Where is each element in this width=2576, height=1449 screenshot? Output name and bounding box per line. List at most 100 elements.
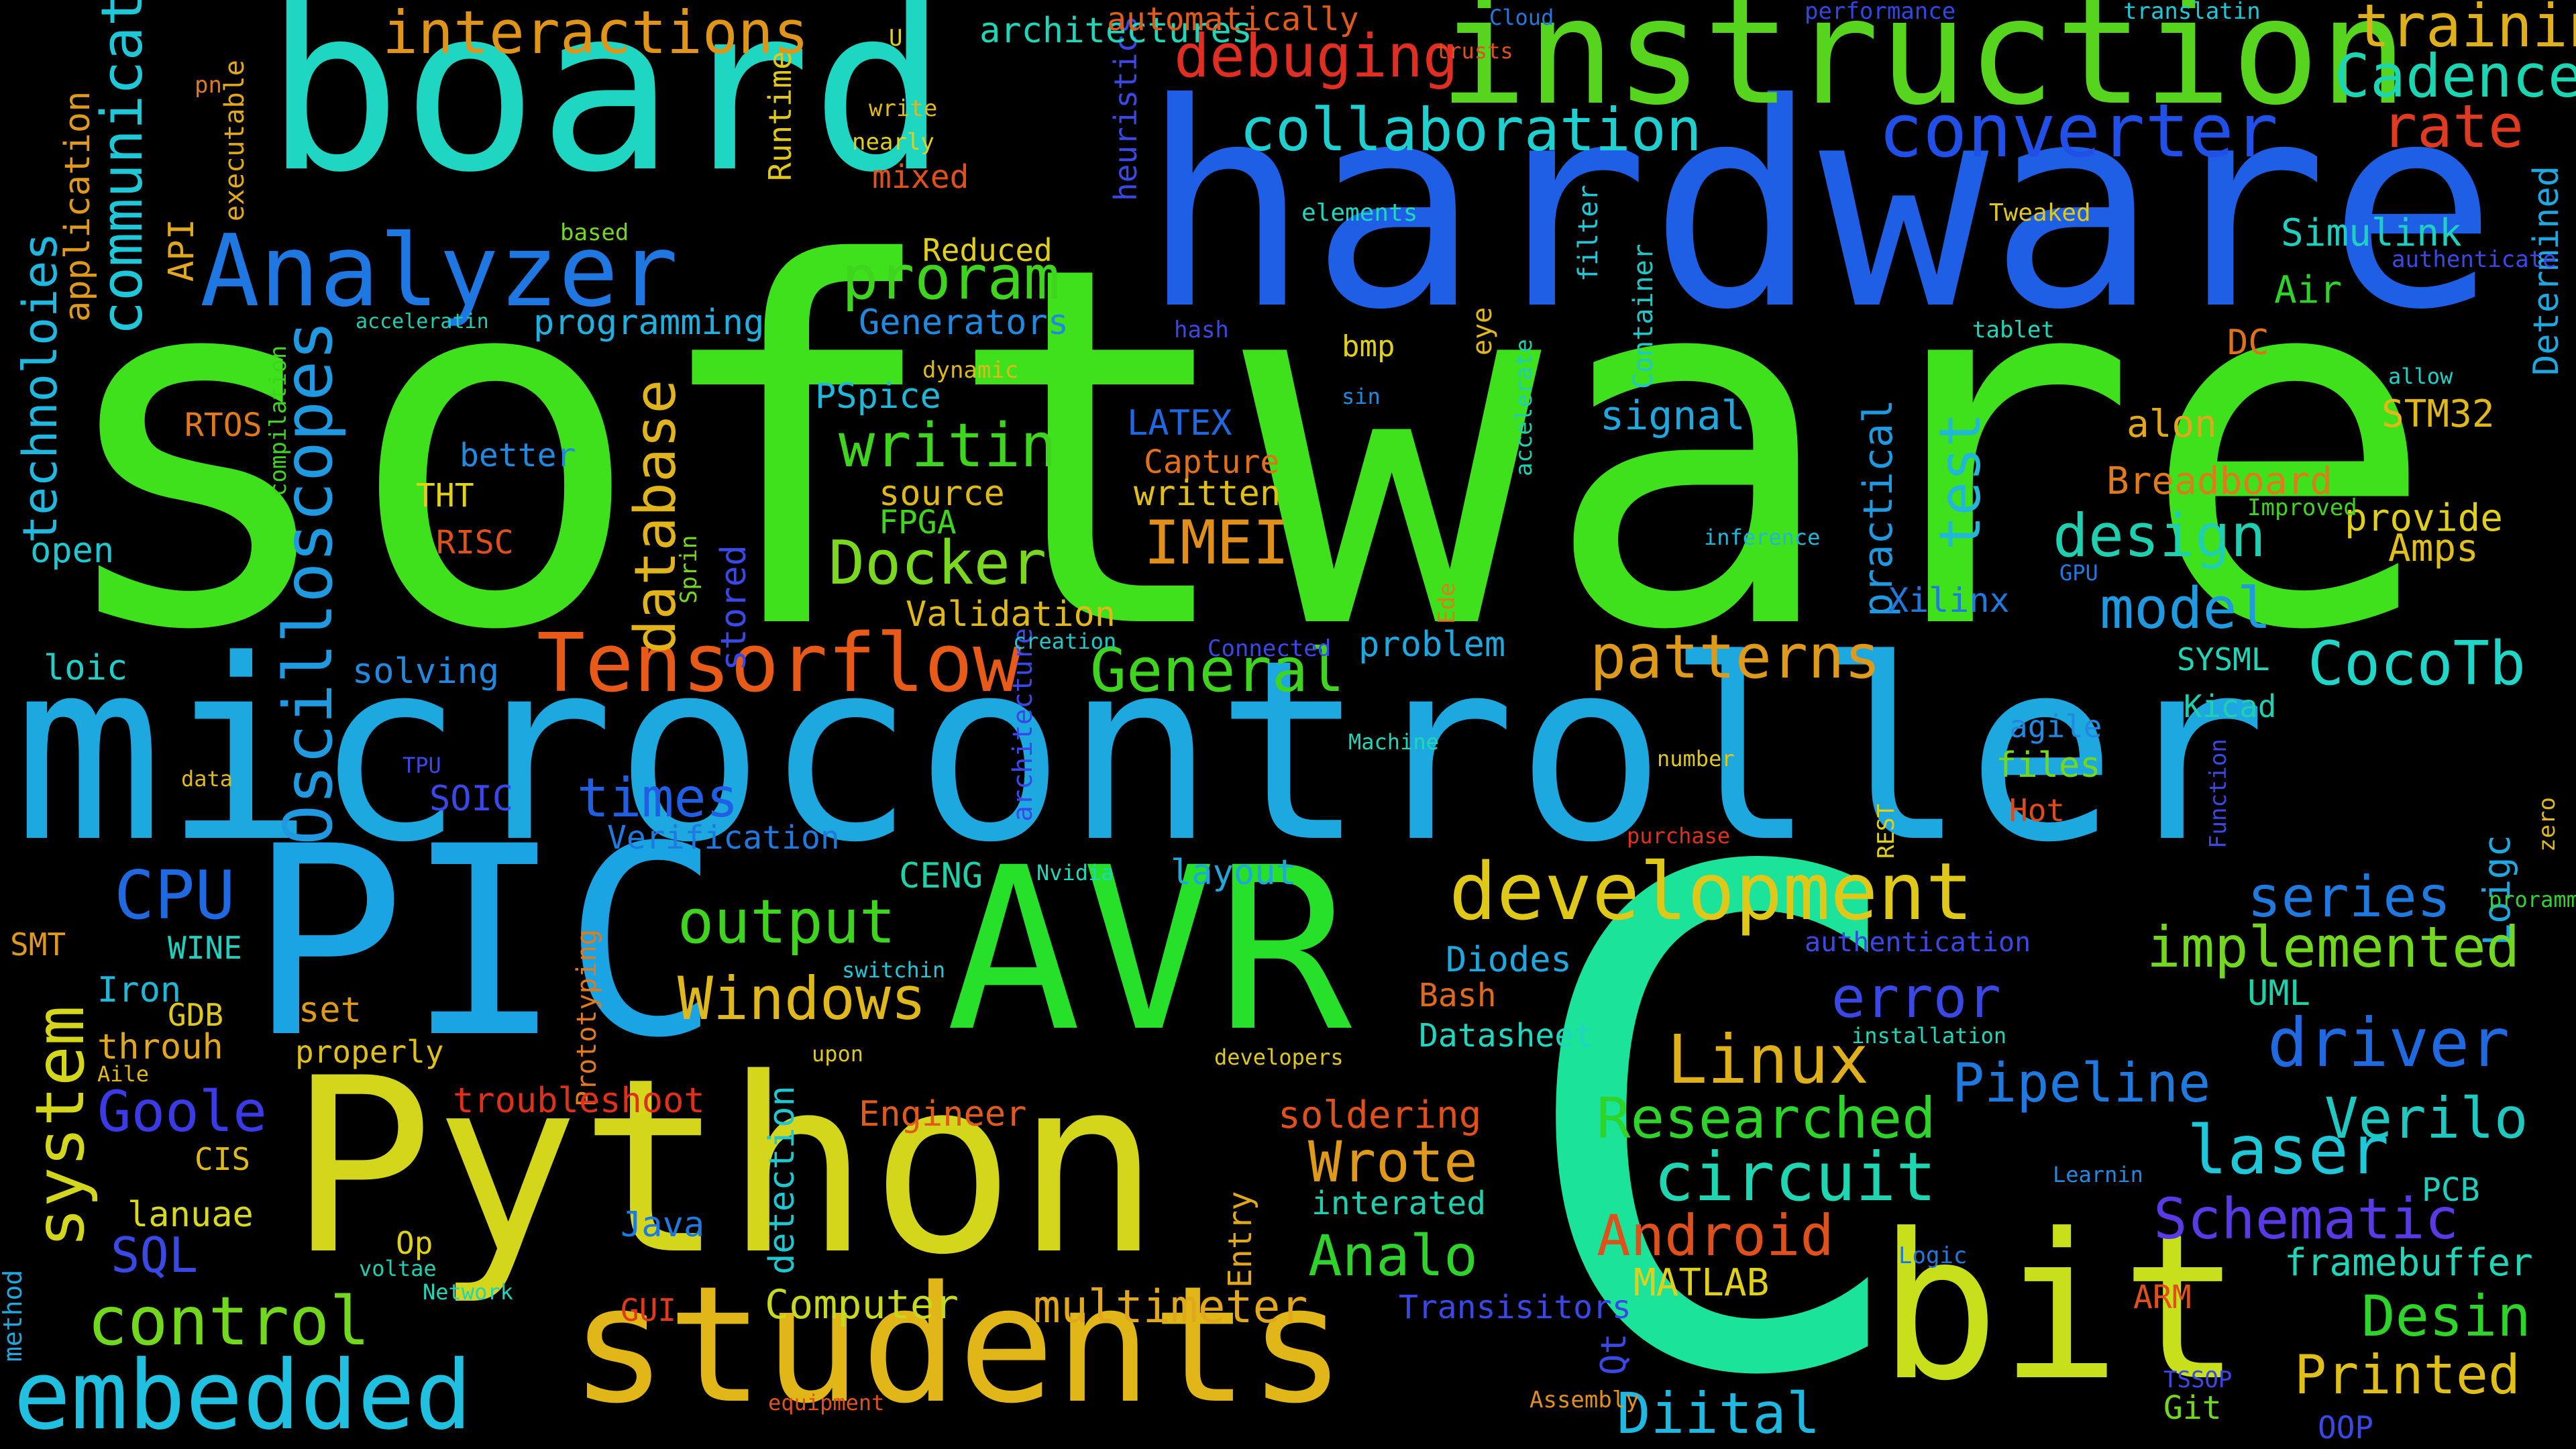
word: executable	[219, 60, 250, 221]
word: circuit	[1654, 1138, 1937, 1216]
word: automatically	[1107, 1, 1359, 38]
word: control	[87, 1282, 370, 1360]
word: proramming	[2489, 887, 2576, 912]
word: dynamic	[922, 357, 1019, 384]
word: interated	[1311, 1185, 1487, 1222]
word: ARM	[2133, 1279, 2192, 1316]
word: Engineer	[859, 1094, 1027, 1134]
word: provide	[2345, 496, 2504, 540]
word: system	[21, 1005, 99, 1248]
word: Transisitors	[1399, 1289, 1631, 1326]
word: GDB	[168, 997, 224, 1033]
word: troubleshoot	[453, 1081, 705, 1121]
word: Linux	[1667, 1020, 1870, 1099]
word: purchase	[1627, 823, 1731, 849]
word: Learnin	[2053, 1162, 2143, 1187]
word: files	[1996, 745, 2101, 786]
word: rate	[2381, 92, 2524, 161]
word: Assembly	[1529, 1387, 1640, 1413]
word: series	[2247, 864, 2451, 930]
word: Ede	[1434, 582, 1460, 624]
word: Validation	[906, 594, 1116, 635]
word: architectures	[979, 11, 1252, 51]
word: alon	[2127, 402, 2217, 446]
word: Function	[2205, 739, 2232, 849]
word: interactions	[382, 0, 809, 67]
word: design	[2053, 501, 2266, 570]
word: CPU	[114, 856, 235, 934]
word: instruction	[1439, 0, 2408, 138]
word: C	[1509, 729, 1922, 1449]
word: students	[570, 1251, 1346, 1439]
word: detection	[762, 1085, 802, 1275]
word: Windows	[678, 964, 926, 1033]
word: DC	[2227, 323, 2269, 363]
word: bmp	[1342, 329, 1395, 364]
word: Entry	[1222, 1191, 1259, 1289]
word: compilation	[265, 345, 292, 496]
word: authenticate	[2392, 246, 2557, 273]
word: PSpice	[815, 376, 941, 417]
word: driver	[2267, 1004, 2510, 1082]
word: converter	[1878, 88, 2279, 174]
word: implemented	[2147, 914, 2520, 980]
word: inference	[1704, 525, 1821, 550]
word: RTOS	[184, 407, 262, 444]
word: PIC	[248, 790, 721, 1095]
word: Machine	[1348, 729, 1439, 755]
word: LATEX	[1127, 403, 1232, 443]
word: CocoTb	[2308, 629, 2526, 699]
word: accelerate	[1511, 339, 1538, 476]
word: TSSOP	[2163, 1366, 2233, 1393]
word: Verification	[607, 819, 840, 857]
word: mixed	[872, 158, 969, 196]
word: better	[460, 437, 576, 474]
word: set	[299, 990, 362, 1030]
word: eye	[1467, 307, 1498, 356]
word: laser	[2187, 1111, 2390, 1189]
word: Pipeline	[1952, 1052, 2211, 1114]
word: Tweaked	[1989, 199, 2091, 227]
word: multimeter	[1033, 1281, 1308, 1334]
word: hardware	[1140, 44, 2498, 372]
word: Git	[2163, 1389, 2222, 1427]
word: Printed	[2294, 1344, 2521, 1406]
word: CIS	[195, 1141, 251, 1177]
word: layout	[1171, 853, 1297, 893]
word: API	[162, 219, 202, 282]
word: Logic	[1898, 1242, 1968, 1269]
word: number	[1657, 746, 1735, 771]
word: open	[30, 531, 115, 571]
word: AVR	[946, 820, 1352, 1081]
word: data	[181, 766, 233, 792]
word: SQL	[111, 1227, 199, 1283]
word: debuging	[1174, 21, 1458, 91]
word: Amps	[2388, 527, 2479, 570]
word: elements	[1301, 199, 1418, 227]
word: SYSML	[2177, 641, 2270, 678]
word: allow	[2388, 364, 2453, 389]
word: acceleratin	[356, 310, 489, 333]
word: Iron	[97, 970, 182, 1010]
word: zero	[2534, 797, 2561, 852]
word: Verilo	[2324, 1085, 2528, 1151]
word: patterns	[1590, 622, 1881, 692]
word: translatin	[2123, 0, 2261, 25]
word: U	[889, 25, 903, 52]
word: nearly	[852, 129, 934, 156]
word: Analyzer	[200, 213, 678, 329]
word: Docker	[828, 528, 1047, 598]
word: stored	[714, 545, 754, 671]
word: test	[1927, 413, 1994, 550]
word: Diital	[1617, 1381, 1821, 1446]
word: Schematic	[2153, 1186, 2459, 1252]
word: UML	[2247, 973, 2310, 1014]
word: Improved	[2247, 494, 2357, 521]
word: Bash	[1419, 977, 1497, 1014]
word: programming	[533, 303, 765, 343]
word: Qt	[1594, 1333, 1634, 1375]
word: upon	[812, 1041, 864, 1067]
word: write	[869, 95, 938, 122]
word: OOP	[2318, 1409, 2374, 1446]
